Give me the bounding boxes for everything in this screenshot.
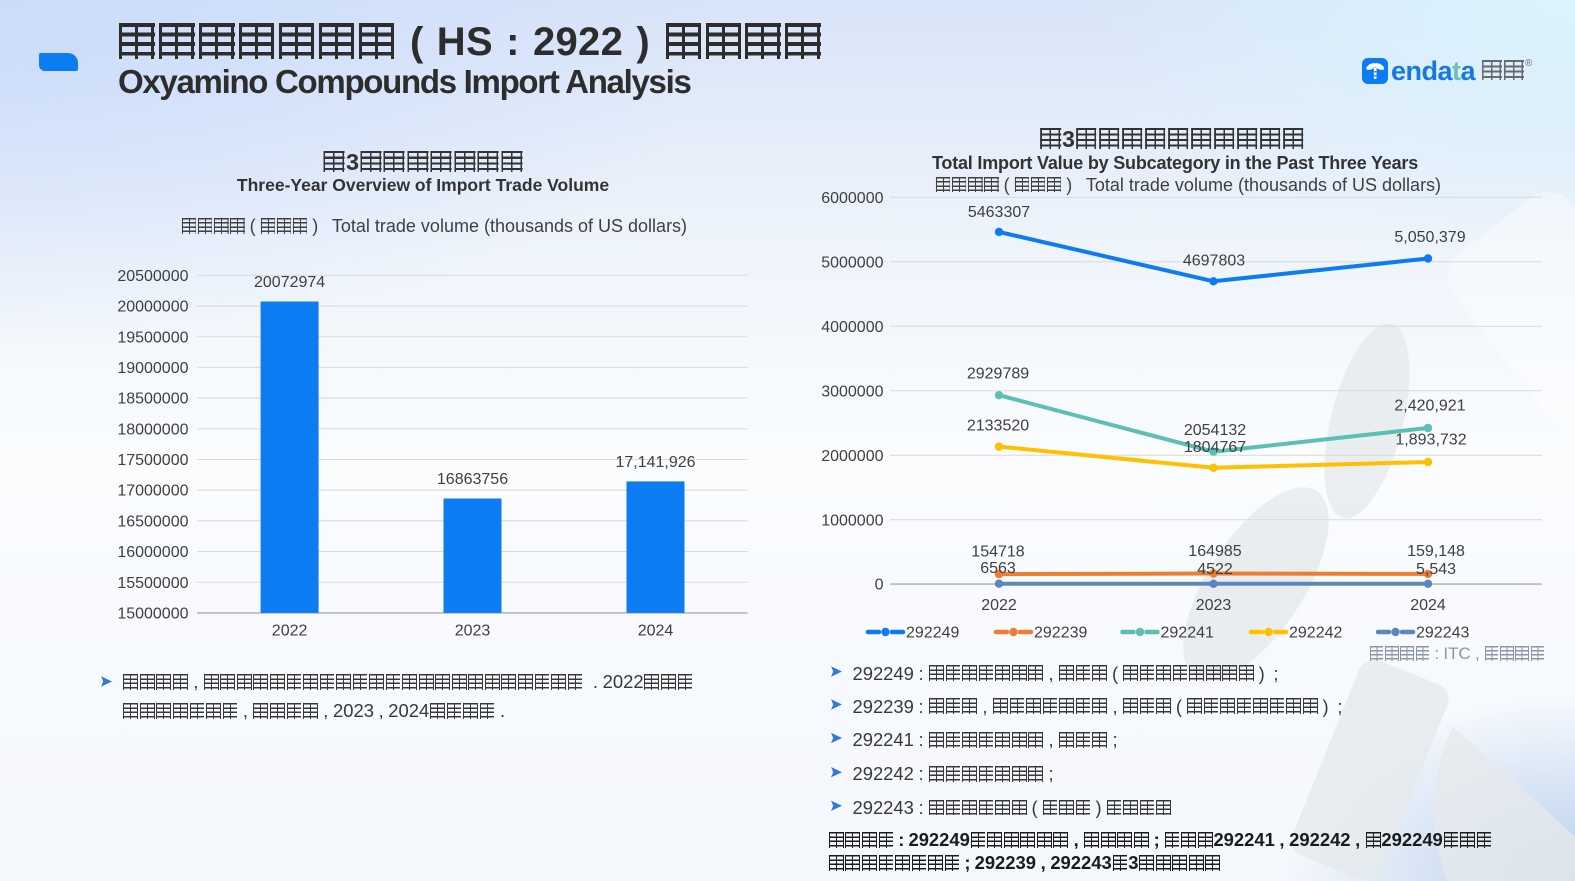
svg-text:2024: 2024 — [1410, 597, 1446, 614]
svg-text:0: 0 — [875, 577, 884, 594]
svg-text:292239: 292239 — [1034, 625, 1087, 642]
svg-text:20000000: 20000000 — [117, 299, 188, 316]
svg-text:2054132: 2054132 — [1184, 422, 1246, 439]
svg-text:1,893,732: 1,893,732 — [1395, 431, 1466, 448]
svg-text:6563: 6563 — [980, 560, 1016, 577]
svg-text:2,420,921: 2,420,921 — [1394, 398, 1465, 415]
svg-text:292242: 292242 — [1289, 625, 1342, 642]
svg-text:2000000: 2000000 — [821, 448, 883, 465]
svg-text:164985: 164985 — [1188, 543, 1241, 560]
svg-text:4000000: 4000000 — [821, 319, 883, 336]
svg-text:16863756: 16863756 — [437, 471, 508, 488]
svg-text:20072974: 20072974 — [254, 274, 325, 291]
svg-text:18000000: 18000000 — [117, 421, 188, 438]
svg-text:5463307: 5463307 — [968, 204, 1030, 221]
svg-text:292243: 292243 — [1416, 625, 1469, 642]
svg-text:292241: 292241 — [1161, 625, 1214, 642]
svg-text:5,050,379: 5,050,379 — [1394, 229, 1465, 246]
svg-text:18500000: 18500000 — [117, 391, 188, 408]
svg-text:159,148: 159,148 — [1407, 543, 1465, 560]
svg-text:19500000: 19500000 — [117, 329, 188, 346]
svg-text:292249: 292249 — [906, 625, 959, 642]
svg-text:17000000: 17000000 — [117, 483, 188, 500]
svg-text:154718: 154718 — [971, 544, 1024, 561]
svg-text:19000000: 19000000 — [117, 360, 188, 377]
svg-text:20500000: 20500000 — [117, 268, 188, 285]
svg-text:3000000: 3000000 — [821, 383, 883, 400]
svg-text:17500000: 17500000 — [117, 452, 188, 469]
svg-text:2929789: 2929789 — [967, 366, 1029, 383]
svg-text:5,543: 5,543 — [1416, 561, 1456, 578]
svg-text:2022: 2022 — [981, 597, 1017, 614]
svg-text:1804767: 1804767 — [1184, 439, 1246, 456]
svg-text:2024: 2024 — [638, 622, 674, 639]
svg-text:2022: 2022 — [272, 622, 308, 639]
svg-text:2023: 2023 — [1196, 597, 1232, 614]
svg-text:1000000: 1000000 — [821, 512, 883, 529]
svg-text:2023: 2023 — [455, 622, 491, 639]
svg-text:4522: 4522 — [1197, 561, 1233, 578]
svg-text:16000000: 16000000 — [117, 544, 188, 561]
svg-text:4697803: 4697803 — [1183, 253, 1245, 270]
svg-text:17,141,926: 17,141,926 — [615, 454, 695, 471]
svg-text:15500000: 15500000 — [117, 575, 188, 592]
svg-text:15000000: 15000000 — [117, 606, 188, 623]
svg-text:16500000: 16500000 — [117, 513, 188, 530]
svg-text:6000000: 6000000 — [821, 190, 883, 207]
svg-text:2133520: 2133520 — [967, 417, 1029, 434]
svg-text:5000000: 5000000 — [821, 254, 883, 271]
